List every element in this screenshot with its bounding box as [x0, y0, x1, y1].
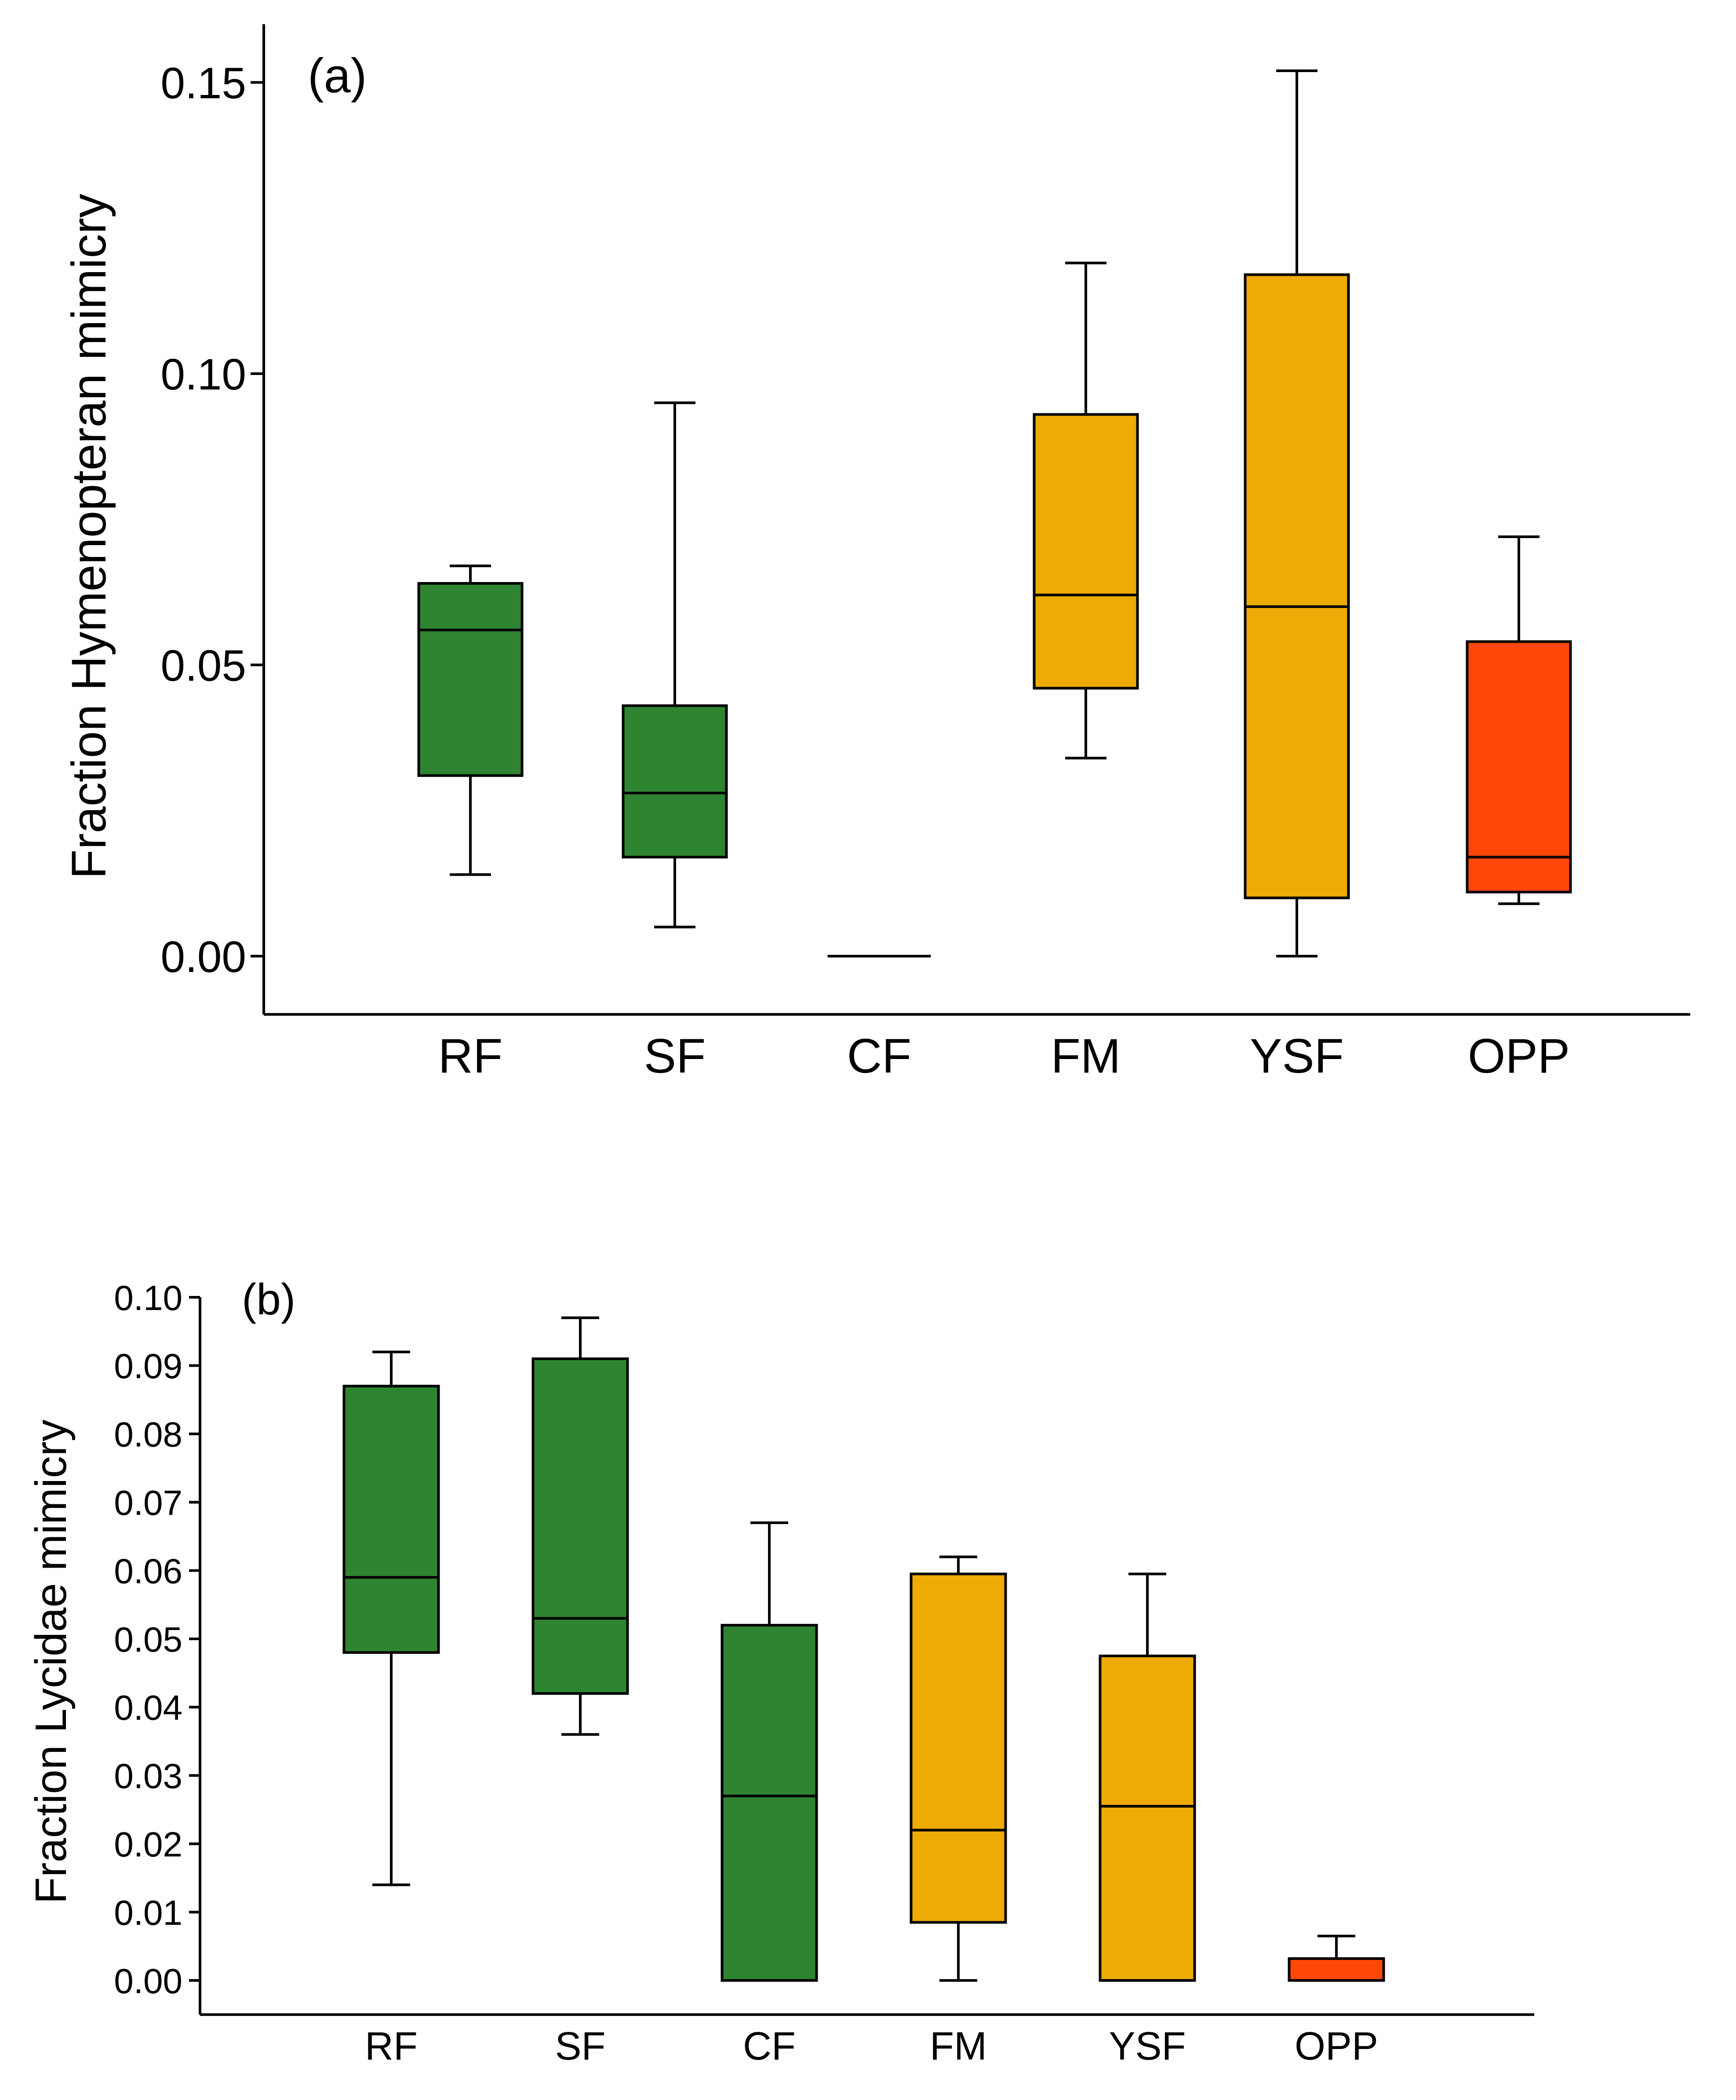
x-tick-label: YSF — [1109, 2024, 1186, 2068]
box-sf — [531, 1316, 629, 1736]
panel-a-y-axis-label: Fraction Hymenopteran mimicry — [62, 194, 116, 879]
x-tick-label: CF — [743, 2024, 796, 2068]
box-body — [1466, 640, 1572, 894]
panel-a-axes — [262, 24, 1690, 1016]
panel-b-axes — [199, 1297, 1534, 2016]
y-tick-label: 0.00 — [114, 1962, 182, 2001]
x-tick-label: OPP — [1468, 1029, 1570, 1083]
panel-a-y-ticks: 0.00 0.05 0.10 0.15 — [160, 59, 264, 982]
panel-b-y-axis-label: Fraction Lycidae mimicry — [26, 1419, 76, 1904]
panel-b-boxes — [342, 1316, 1385, 1982]
y-tick-label: 0.02 — [114, 1825, 182, 1864]
box-opp — [1466, 535, 1572, 905]
y-tick-label: 0.00 — [160, 932, 246, 982]
x-tick-label: SF — [555, 2024, 605, 2068]
box-rf — [342, 1350, 440, 1886]
x-tick-label: SF — [644, 1029, 706, 1083]
box-body — [622, 704, 728, 859]
y-tick-label: 0.10 — [114, 1278, 182, 1318]
y-tick-label: 0.04 — [114, 1688, 182, 1727]
box-cf — [721, 1521, 818, 1982]
x-tick-label: OPP — [1295, 2024, 1378, 2068]
box-body — [531, 1357, 629, 1695]
panel-b-y-ticks: 0.00 0.01 0.02 0.03 0.04 0.05 0.06 0.07 0.08 0.09… — [114, 1278, 200, 2001]
y-tick-label: 0.05 — [160, 641, 246, 691]
y-tick-label: 0.08 — [114, 1415, 182, 1454]
y-tick-label: 0.06 — [114, 1551, 182, 1590]
box-sf — [622, 401, 728, 928]
panel-b-x-tick-labels: RF SF CF FM YSF OPP — [365, 2024, 1378, 2068]
box-fm — [1033, 262, 1139, 760]
panel-a-boxes — [417, 69, 1572, 957]
x-tick-label: RF — [365, 2024, 418, 2068]
box-body — [1099, 1654, 1196, 1982]
box-body — [342, 1385, 440, 1654]
box-rf — [417, 564, 524, 876]
y-tick-label: 0.10 — [160, 350, 246, 399]
box-body — [1288, 1957, 1385, 1982]
panel-a-chart: (a) Fraction Hymenopteran mimicry 0.000.… — [62, 24, 1690, 1083]
box-ysf — [1244, 69, 1350, 957]
panel-b-chart: (b) Fraction Lycidae mimicry 0.000.010.0… — [26, 1275, 1534, 2068]
box-body — [1244, 273, 1350, 899]
x-tick-label: CF — [847, 1029, 912, 1083]
box-body — [721, 1623, 818, 1982]
x-tick-label: FM — [930, 2024, 987, 2068]
box-opp — [1288, 1934, 1385, 1982]
y-tick-label: 0.05 — [114, 1620, 182, 1659]
box-fm — [910, 1555, 1007, 1982]
box-body — [910, 1572, 1007, 1924]
box-body — [417, 582, 524, 777]
x-tick-label: FM — [1051, 1029, 1121, 1083]
panel-a-label: (a) — [308, 49, 367, 103]
panel-a-x-tick-labels: RF SF CF FM YSF OPP — [438, 1029, 1570, 1083]
y-tick-label: 0.15 — [160, 59, 246, 108]
x-tick-label: YSF — [1250, 1029, 1344, 1083]
y-tick-label: 0.03 — [114, 1757, 182, 1796]
y-tick-label: 0.07 — [114, 1483, 182, 1522]
panel-b-label: (b) — [242, 1275, 295, 1324]
box-ysf — [1099, 1572, 1196, 1982]
y-tick-label: 0.01 — [114, 1893, 182, 1932]
x-tick-label: RF — [438, 1029, 503, 1083]
box-body — [1033, 413, 1139, 690]
y-tick-label: 0.09 — [114, 1347, 182, 1386]
